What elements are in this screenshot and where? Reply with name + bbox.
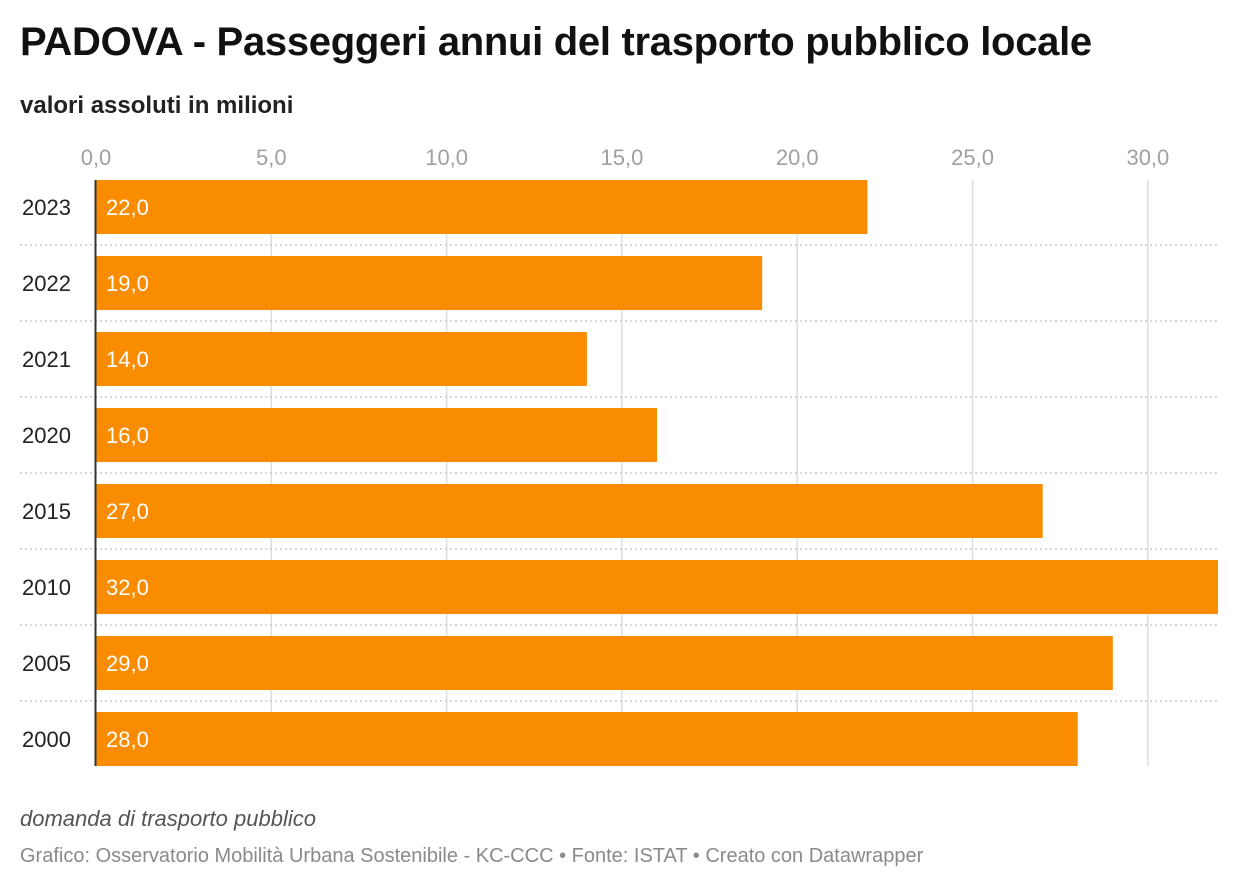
x-tick-label: 25,0	[951, 145, 994, 170]
category-label: 2015	[22, 499, 71, 524]
bar-value-label: 28,0	[106, 727, 149, 752]
x-tick-label: 20,0	[776, 145, 819, 170]
category-label: 2022	[22, 271, 71, 296]
category-label: 2020	[22, 423, 71, 448]
chart-subtitle: valori assoluti in milioni	[20, 92, 294, 119]
category-label: 2021	[22, 347, 71, 372]
chart-note: domanda di trasporto pubblico	[20, 806, 316, 831]
bar	[96, 256, 763, 310]
x-tick-label: 5,0	[256, 145, 287, 170]
bar-value-label: 19,0	[106, 271, 149, 296]
bar	[96, 712, 1078, 766]
category-label: 2023	[22, 195, 71, 220]
bar	[96, 560, 1218, 614]
bar	[96, 408, 657, 462]
bar-value-label: 32,0	[106, 575, 149, 600]
bar	[96, 636, 1113, 690]
bar-value-label: 16,0	[106, 423, 149, 448]
x-tick-label: 10,0	[425, 145, 468, 170]
chart-credits: Grafico: Osservatorio Mobilità Urbana So…	[20, 845, 924, 867]
bar	[96, 180, 868, 234]
category-label: 2000	[22, 727, 71, 752]
x-tick-label: 15,0	[601, 145, 644, 170]
x-tick-label: 30,0	[1126, 145, 1169, 170]
x-tick-label: 0,0	[81, 145, 112, 170]
bar-value-label: 14,0	[106, 347, 149, 372]
category-label: 2010	[22, 575, 71, 600]
bar-chart: 0,0 5,0 10,0 15,0 20,0 25,0 30,0 22,0 2023 19,0 20…	[20, 145, 1218, 766]
bar	[96, 484, 1043, 538]
category-label: 2005	[22, 651, 71, 676]
bar-value-label: 29,0	[106, 651, 149, 676]
bar-value-label: 22,0	[106, 195, 149, 220]
bar	[96, 332, 587, 386]
chart-title: PADOVA - Passeggeri annui del trasporto …	[20, 20, 1092, 64]
bar-value-label: 27,0	[106, 499, 149, 524]
